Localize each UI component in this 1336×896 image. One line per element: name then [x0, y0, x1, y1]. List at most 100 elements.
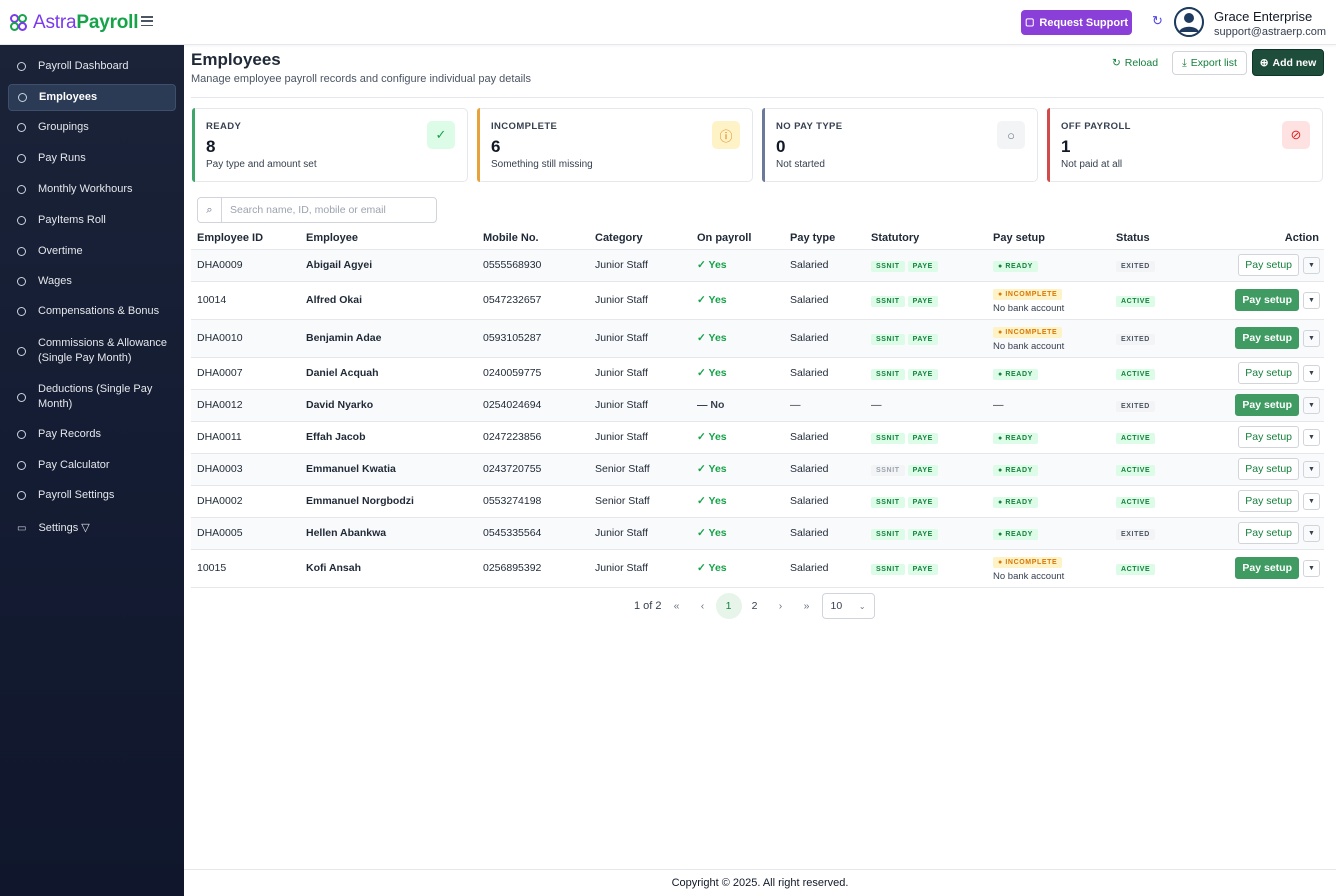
add-new-button[interactable]: ⊕ Add new [1252, 49, 1324, 76]
sidebar-item-wages[interactable]: Wages [8, 270, 176, 292]
check-icon: ✓ [697, 259, 706, 271]
pay-setup-button[interactable]: Pay setup [1238, 254, 1299, 276]
card-value: 8 [206, 137, 216, 156]
sidebar-item-commissions-allowance[interactable]: Commissions & Allowance (Single Pay Mont… [8, 334, 176, 368]
search-icon: ⌕ [198, 198, 222, 222]
table-row[interactable]: DHA0010 Benjamin Adae 0593105287 Junior Sta… [191, 319, 1324, 358]
sidebar-item-settings[interactable]: ▭ Settings ▽ [17, 521, 90, 534]
table-row[interactable]: DHA0007 Daniel Acquah 0240059775 Junior Sta… [191, 357, 1324, 390]
action-cell: Pay setup ▼ [1199, 281, 1324, 320]
column-header[interactable]: Pay type [784, 227, 865, 250]
first-page-button[interactable]: « [673, 600, 680, 612]
column-header[interactable]: Pay setup [987, 227, 1110, 250]
check-circle-icon: ✓ [427, 121, 455, 149]
pay-setup-button[interactable]: Pay setup [1235, 327, 1299, 349]
table-row[interactable]: 10015 Kofi Ansah 0256895392 Junior Staff ✓ Y… [191, 549, 1324, 588]
request-support-button[interactable]: ▢ Request Support [1021, 10, 1132, 35]
status-badge: EXITED [1116, 260, 1155, 272]
card-accent [477, 108, 480, 182]
check-icon: ✓ [697, 562, 706, 574]
table-row[interactable]: DHA0003 Emmanuel Kwatia 0243720755 Senior S… [191, 453, 1324, 486]
column-header[interactable]: Category [589, 227, 691, 250]
search-input[interactable] [222, 198, 422, 222]
pay-setup-button[interactable]: Pay setup [1235, 289, 1299, 311]
chevron-down-icon[interactable]: ▼ [1303, 492, 1320, 510]
circle-icon [18, 93, 27, 102]
paye-tag: PAYE [907, 295, 938, 307]
action-cell: Pay setup ▼ [1199, 549, 1324, 588]
chevron-down-icon[interactable]: ▼ [1303, 364, 1320, 382]
column-header[interactable]: Status [1110, 227, 1199, 250]
last-page-button[interactable]: » [803, 600, 810, 612]
sidebar-item-groupings[interactable]: Groupings [8, 116, 176, 138]
prev-page-button[interactable]: ‹ [700, 600, 705, 612]
sidebar-item-payitems-roll[interactable]: PayItems Roll [8, 209, 176, 231]
sidebar-item-pay-records[interactable]: Pay Records [8, 423, 176, 445]
pay-setup: ● INCOMPLETE No bank account [987, 549, 1110, 588]
table-row[interactable]: DHA0005 Hellen Abankwa 0545335564 Junior St… [191, 517, 1324, 550]
chevron-down-icon[interactable]: ▼ [1303, 291, 1320, 309]
next-page-button[interactable]: › [778, 600, 783, 612]
card-subtitle: Not started [776, 159, 825, 170]
table-row[interactable]: DHA0011 Effah Jacob 0247223856 Junior Staff… [191, 421, 1324, 454]
sidebar-item-deductions[interactable]: Deductions (Single Pay Month) [8, 380, 176, 414]
status: ACTIVE [1110, 549, 1199, 588]
pay-setup-button[interactable]: Pay setup [1238, 426, 1299, 448]
pay-setup-button[interactable]: Pay setup [1238, 362, 1299, 384]
pay-setup-button[interactable]: Pay setup [1235, 394, 1299, 416]
table-row[interactable]: DHA0002 Emmanuel Norgbodzi 0553274198 Senio… [191, 485, 1324, 518]
chevron-down-icon[interactable]: ▼ [1303, 559, 1320, 577]
table-row[interactable]: DHA0012 David Nyarko 0254024694 Junior Staf… [191, 389, 1324, 422]
action-cell: Pay setup ▼ [1199, 421, 1324, 454]
column-header[interactable]: Employee ID [191, 227, 300, 250]
sidebar-item-monthly-workhours[interactable]: Monthly Workhours [8, 178, 176, 200]
per-page-select[interactable]: 10 ⌄ [821, 593, 875, 619]
statutory: — [865, 389, 987, 422]
menu-toggle-icon[interactable] [141, 16, 153, 26]
table-row[interactable]: 10014 Alfred Okai 0547232657 Junior Staff ✓ … [191, 281, 1324, 320]
category: Junior Staff [589, 319, 691, 358]
status-badge: ACTIVE [1116, 432, 1156, 444]
sidebar-item-employees[interactable]: Employees [8, 84, 176, 111]
page-button-1[interactable]: 1 [715, 593, 742, 619]
chevron-down-icon[interactable]: ▼ [1303, 329, 1320, 347]
refresh-icon[interactable]: ↻ [1152, 13, 1163, 28]
stat-card-no-pay-type[interactable]: NO PAY TYPE 0 Not started ○ [762, 108, 1038, 182]
sidebar-item-compensations-bonus[interactable]: Compensations & Bonus [8, 300, 176, 322]
page-button-2[interactable]: 2 [751, 600, 758, 612]
stat-card-off-payroll[interactable]: OFF PAYROLL 1 Not paid at all ⊘ [1047, 108, 1323, 182]
sidebar-item-pay-calculator[interactable]: Pay Calculator [8, 454, 176, 476]
pay-setup-button[interactable]: Pay setup [1238, 458, 1299, 480]
chevron-down-icon[interactable]: ▼ [1303, 396, 1320, 414]
pay-setup-button[interactable]: Pay setup [1235, 557, 1299, 579]
export-list-button[interactable]: ⤓ Export list [1172, 51, 1247, 75]
app-logo[interactable]: AstraPayroll [10, 12, 139, 34]
category: Junior Staff [589, 249, 691, 282]
sidebar-item-pay-runs[interactable]: Pay Runs [8, 147, 176, 169]
column-header[interactable]: Employee [300, 227, 477, 250]
table-row[interactable]: DHA0009 Abigail Agyei 0555568930 Junior Sta… [191, 249, 1324, 282]
pay-setup-button[interactable]: Pay setup [1238, 522, 1299, 544]
circle-icon [17, 215, 26, 225]
column-header[interactable]: Mobile No. [477, 227, 589, 250]
ssnit-tag: SSNIT [871, 260, 905, 272]
chevron-down-icon[interactable]: ▼ [1303, 256, 1320, 274]
sidebar-item-payroll-dashboard[interactable]: Payroll Dashboard [8, 55, 176, 77]
column-header[interactable]: On payroll [691, 227, 784, 250]
avatar[interactable] [1174, 7, 1204, 37]
chevron-down-icon[interactable]: ▼ [1303, 524, 1320, 542]
user-name[interactable]: Grace Enterprise [1214, 9, 1313, 24]
pay-setup-button[interactable]: Pay setup [1238, 490, 1299, 512]
sidebar-item-overtime[interactable]: Overtime [8, 240, 176, 262]
sidebar-item-payroll-settings[interactable]: Payroll Settings [8, 484, 176, 506]
chevron-down-icon[interactable]: ▼ [1303, 428, 1320, 446]
chevron-down-icon[interactable]: ▼ [1303, 460, 1320, 478]
employee-name: Emmanuel Kwatia [300, 453, 477, 486]
stat-card-incomplete[interactable]: INCOMPLETE 6 Something still missing ⓘ [477, 108, 753, 182]
stat-card-ready[interactable]: READY 8 Pay type and amount set ✓ [192, 108, 468, 182]
reload-button[interactable]: ↻ Reload [1111, 57, 1159, 69]
on-payroll-yes: ✓ Yes [697, 367, 727, 379]
on-payroll-yes: ✓ Yes [697, 463, 727, 475]
column-header[interactable]: Statutory [865, 227, 987, 250]
column-header[interactable]: Action [1199, 227, 1324, 250]
